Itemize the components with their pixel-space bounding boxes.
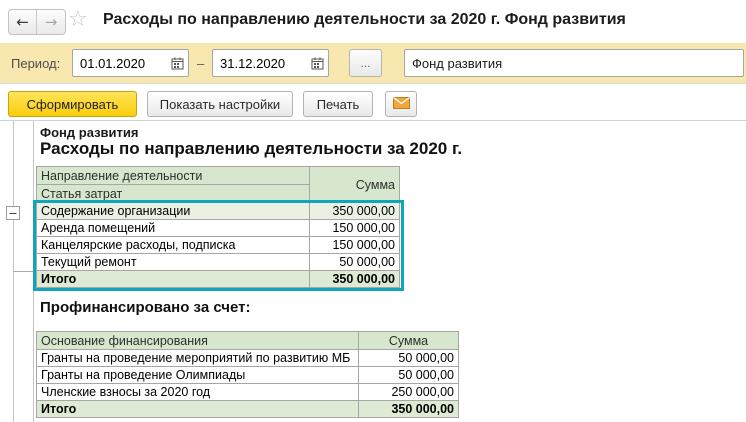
row-value-cell[interactable]: 250 000,00 <box>358 383 459 401</box>
period-dash: – <box>197 56 205 71</box>
report-title: Расходы по направлению деятельности за 2… <box>40 139 463 158</box>
header-sum-cell[interactable]: Сумма <box>309 166 400 203</box>
row-label-cell[interactable]: Гранты на проведение мероприятий по разв… <box>36 349 359 367</box>
report-left-edge-line <box>33 121 34 422</box>
print-button[interactable]: Печать <box>303 91 373 117</box>
favorites-star-icon[interactable]: ☆ <box>68 7 88 32</box>
table-row: Гранты на проведение мероприятий по разв… <box>36 349 459 367</box>
table-header-row: Направление деятельности Сумма <box>36 166 400 203</box>
table-row: Содержание организации 350 000,00 <box>36 202 400 220</box>
row-label-cell[interactable]: Содержание организации <box>36 202 310 220</box>
calendar-icon[interactable] <box>306 50 328 76</box>
row-label-cell[interactable]: Текущий ремонт <box>36 253 310 271</box>
row-label-cell[interactable]: Канцелярские расходы, подписка <box>36 236 310 254</box>
total-label-cell[interactable]: Итого <box>36 400 359 418</box>
period-label: Период: <box>11 56 61 71</box>
row-label-cell[interactable]: Гранты на проведение Олимпиады <box>36 366 359 384</box>
generate-button[interactable]: Сформировать <box>8 91 137 117</box>
table-row: Членские взносы за 2020 год 250 000,00 <box>36 383 459 401</box>
header-direction-cell[interactable]: Направление деятельности <box>36 166 310 185</box>
date-to-field[interactable]: 31.12.2020 <box>212 49 329 77</box>
grouping-bracket-line <box>13 271 33 272</box>
mail-button[interactable] <box>385 91 417 117</box>
collapse-group-button[interactable]: − <box>6 206 20 220</box>
date-to-value: 31.12.2020 <box>220 55 286 71</box>
nav-button-group: ← → <box>8 9 66 35</box>
row-value-cell[interactable]: 50 000,00 <box>358 366 459 384</box>
table-row: Аренда помещений 150 000,00 <box>36 219 400 237</box>
row-value-cell[interactable]: 50 000,00 <box>309 253 400 271</box>
minus-icon: − <box>8 206 18 220</box>
header-sum-cell[interactable]: Сумма <box>358 331 459 350</box>
period-more-button[interactable]: ... <box>349 49 382 77</box>
total-value-cell[interactable]: 350 000,00 <box>309 270 400 288</box>
table-row: Канцелярские расходы, подписка 150 000,0… <box>36 236 400 254</box>
table-row: Текущий ремонт 50 000,00 <box>36 253 400 271</box>
financed-title: Профинансировано за счет: <box>40 299 251 316</box>
total-row: Итого 350 000,00 <box>36 400 459 418</box>
table-header-row: Основание финансирования Сумма <box>36 331 459 350</box>
total-row: Итого 350 000,00 <box>36 270 400 288</box>
row-value-cell[interactable]: 350 000,00 <box>309 202 400 220</box>
header-basis-cell[interactable]: Основание финансирования <box>36 331 359 350</box>
row-label-cell[interactable]: Членские взносы за 2020 год <box>36 383 359 401</box>
top-bar: ← → ☆ Расходы по направлению деятельност… <box>0 0 746 43</box>
forward-arrow-icon: → <box>44 13 58 31</box>
back-button[interactable]: ← <box>9 10 37 34</box>
report-area: − Фонд развития Расходы по направлению д… <box>0 120 746 422</box>
forward-button[interactable]: → <box>37 10 65 34</box>
report-subtitle: Фонд развития <box>40 125 139 140</box>
show-settings-button[interactable]: Показать настройки <box>147 91 293 117</box>
fund-field[interactable]: Фонд развития <box>404 49 744 77</box>
financing-table: Основание финансирования Сумма Гранты на… <box>36 331 459 418</box>
back-arrow-icon: ← <box>16 13 29 31</box>
date-from-field[interactable]: 01.01.2020 <box>72 49 189 77</box>
header-expense-item-cell[interactable]: Статья затрат <box>36 184 310 203</box>
row-value-cell[interactable]: 50 000,00 <box>358 349 459 367</box>
total-label-cell[interactable]: Итого <box>36 270 310 288</box>
total-value-cell[interactable]: 350 000,00 <box>358 400 459 418</box>
row-value-cell[interactable]: 150 000,00 <box>309 236 400 254</box>
row-value-cell[interactable]: 150 000,00 <box>309 219 400 237</box>
action-bar: Сформировать Показать настройки Печать <box>0 84 746 120</box>
page-title: Расходы по направлению деятельности за 2… <box>103 11 626 28</box>
expenses-table: Направление деятельности Сумма Статья за… <box>36 166 400 288</box>
date-from-value: 01.01.2020 <box>80 55 146 71</box>
envelope-icon <box>392 96 410 112</box>
fund-field-value: Фонд развития <box>412 55 503 71</box>
calendar-icon[interactable] <box>166 50 188 76</box>
row-label-cell[interactable]: Аренда помещений <box>36 219 310 237</box>
table-row: Гранты на проведение Олимпиады 50 000,00 <box>36 366 459 384</box>
